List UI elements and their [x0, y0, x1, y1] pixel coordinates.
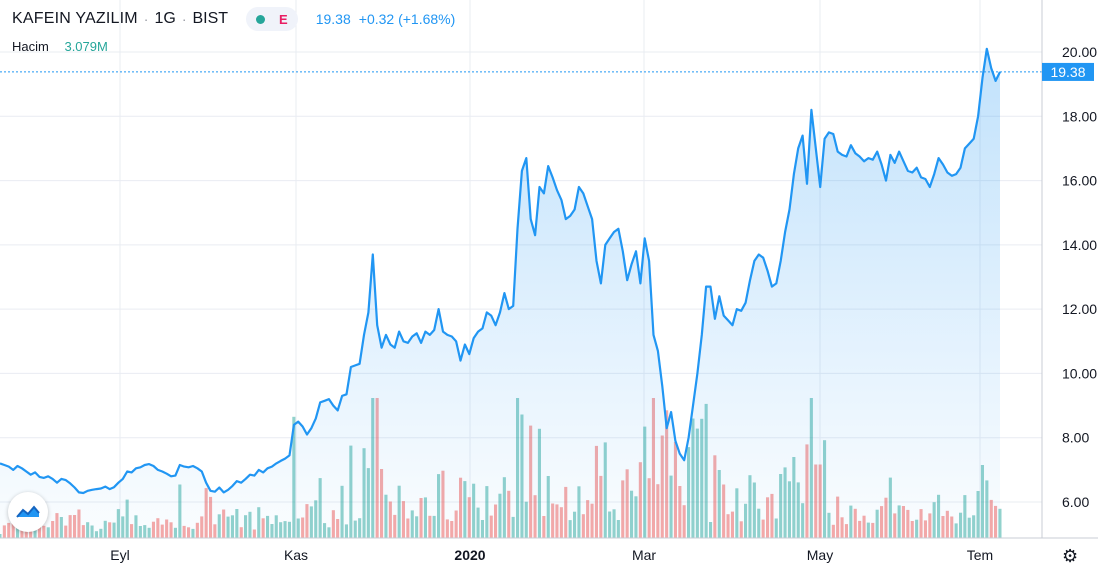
last-price-label: 19.38: [1050, 64, 1085, 80]
time-axis[interactable]: Eyl Kas 2020 Mar May Tem: [110, 547, 993, 563]
y-tick-label: 14.00: [1062, 237, 1097, 253]
last-price-badge: 19.38: [1042, 62, 1094, 81]
y-tick-label: 6.00: [1062, 494, 1089, 510]
volume-label: Hacim: [12, 39, 49, 54]
y-tick-label: 16.00: [1062, 173, 1097, 189]
earnings-badge[interactable]: E: [279, 11, 288, 27]
market-open-icon: [256, 14, 266, 24]
y-tick-label: 12.00: [1062, 301, 1097, 317]
settings-gear-icon[interactable]: ⚙: [1062, 546, 1079, 566]
x-tick-label: Tem: [967, 547, 993, 563]
x-tick-label: Mar: [632, 547, 656, 563]
separator-dot: ·: [181, 11, 187, 27]
x-tick-label: 2020: [454, 547, 485, 563]
price-change: +0.32 (+1.68%): [358, 11, 456, 27]
price-line: [0, 47, 1001, 495]
separator-dot: ·: [143, 11, 149, 27]
x-tick-label: Kas: [284, 547, 308, 563]
y-tick-label: 10.00: [1062, 365, 1097, 381]
x-tick-label: May: [807, 547, 833, 563]
cloud-logo-icon: [16, 505, 40, 518]
y-tick-label: 18.00: [1062, 108, 1097, 124]
price-area: [0, 48, 1000, 539]
volume-legend: Hacim 3.079M: [12, 39, 108, 54]
tradingview-logo[interactable]: [8, 492, 48, 532]
symbol-name[interactable]: KAFEIN YAZILIM: [12, 10, 138, 27]
price-axis[interactable]: 6.00 8.00 10.00 12.00 14.00 16.00 18.00 20.00: [1062, 44, 1097, 510]
last-price: 19.38: [315, 11, 351, 27]
y-tick-label: 8.00: [1062, 430, 1089, 446]
volume-value: 3.079M: [64, 39, 108, 54]
exchange-label: BIST: [192, 10, 229, 27]
symbol-header: KAFEIN YAZILIM · 1G · BIST E 19.38 +0.32…: [12, 7, 456, 31]
status-pill[interactable]: E: [246, 7, 298, 31]
y-tick-label: 20.00: [1062, 44, 1097, 60]
x-tick-label: Eyl: [110, 547, 129, 563]
interval-label[interactable]: 1G: [154, 10, 176, 27]
